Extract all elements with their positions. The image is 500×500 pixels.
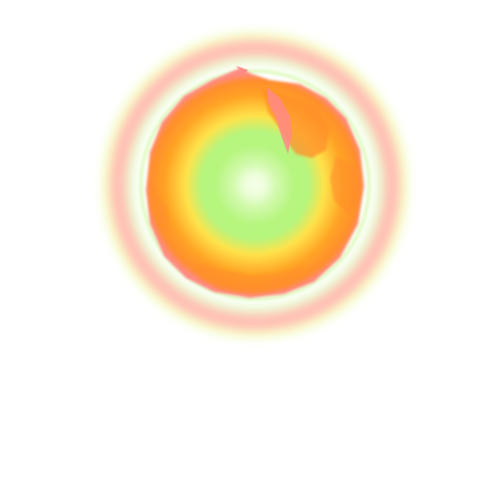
pink-spike [236,66,248,74]
orange-blotch-bottom [196,262,304,294]
orb-texture [150,88,360,294]
orange-flare-streak [268,88,292,154]
orange-blotch-left [150,190,170,232]
inner-pale-ring [139,69,371,301]
core-glow [215,145,295,225]
orange-blotch-right [330,156,360,214]
